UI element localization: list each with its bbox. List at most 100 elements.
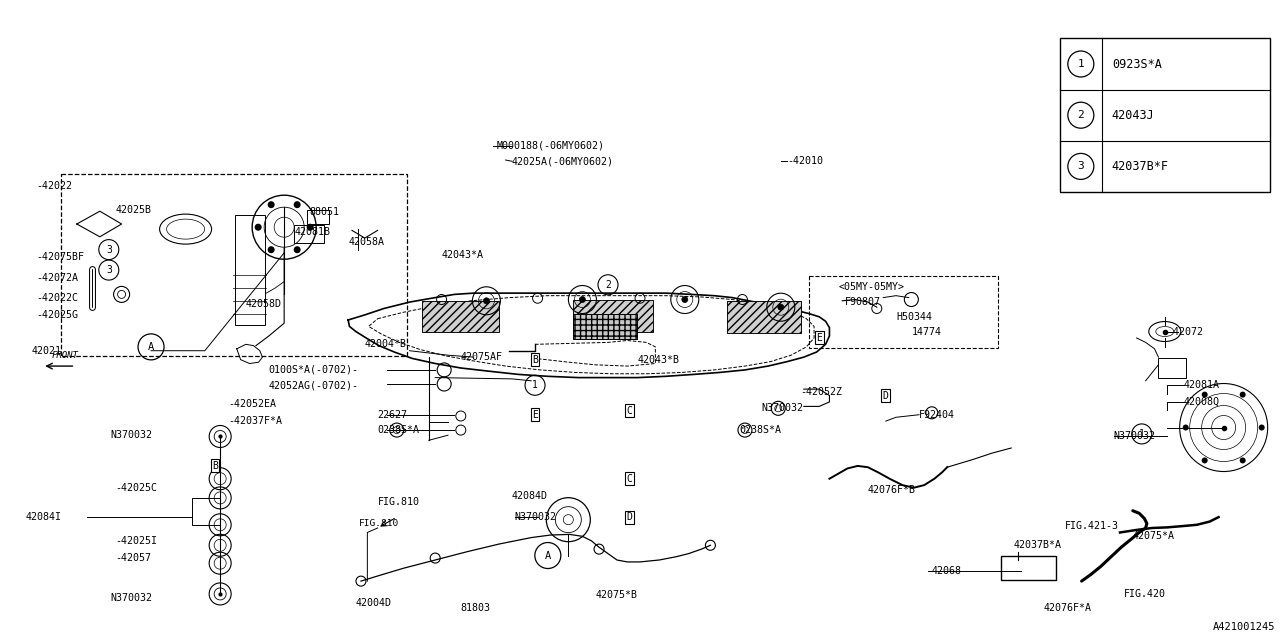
Text: 3: 3 [106,265,111,275]
Text: 3: 3 [1078,161,1084,172]
Bar [294,225,324,243]
Text: D: D [627,512,632,522]
Text: 42075*A: 42075*A [1133,531,1175,541]
Bar [573,300,653,332]
Text: 1: 1 [1139,429,1144,439]
Text: 42008Q: 42008Q [1184,397,1220,407]
Bar [809,276,998,348]
Text: A: A [148,342,154,352]
Text: 42075*B: 42075*B [595,590,637,600]
Text: 42037B*F: 42037B*F [1112,160,1169,173]
Text: A421001245: A421001245 [1212,622,1275,632]
Text: 42037B*A: 42037B*A [1014,540,1062,550]
Circle shape [293,201,301,208]
Text: E: E [817,333,822,343]
Text: 0100S*A(-0702)-: 0100S*A(-0702)- [269,365,358,375]
Circle shape [1239,458,1245,463]
Text: M000188(-06MY0602): M000188(-06MY0602) [497,141,604,151]
Text: 22627: 22627 [378,410,407,420]
Text: FIG.420: FIG.420 [1124,589,1166,599]
Text: <05MY-05MY>: <05MY-05MY> [838,282,905,292]
Bar [573,314,637,339]
Text: C: C [627,474,632,484]
Bar [727,301,801,333]
Text: N370032: N370032 [110,430,152,440]
Text: 42081B: 42081B [294,227,330,237]
Text: 14774: 14774 [911,326,941,337]
Text: 42004D: 42004D [356,598,392,608]
Text: -42010: -42010 [787,156,823,166]
Text: FIG.421-3: FIG.421-3 [1065,521,1119,531]
Bar [1158,358,1187,378]
Circle shape [1258,424,1265,431]
Text: C: C [627,406,632,416]
Bar [422,301,499,332]
Circle shape [682,296,687,303]
Bar [727,301,801,333]
Bar [1060,38,1270,192]
Text: 2: 2 [1078,110,1084,120]
Text: 42075AF: 42075AF [461,352,503,362]
Text: 1: 1 [1078,59,1084,69]
Text: FIG.810: FIG.810 [358,519,398,528]
Text: 88051: 88051 [310,207,339,218]
Text: -42022: -42022 [36,180,72,191]
Text: -42025G: -42025G [36,310,78,320]
Circle shape [580,296,585,303]
Text: 42025A(-06MY0602): 42025A(-06MY0602) [512,156,614,166]
Text: -42057: -42057 [115,553,151,563]
Text: 42052AG(-0702)-: 42052AG(-0702)- [269,380,358,390]
Text: FRONT: FRONT [51,351,78,360]
Bar [1001,556,1056,580]
Circle shape [268,246,275,253]
Circle shape [778,304,783,310]
Text: 0238S*A: 0238S*A [378,425,420,435]
Text: B: B [532,355,538,365]
Text: F90807: F90807 [845,297,881,307]
Text: 42043J: 42043J [1112,109,1155,122]
Circle shape [293,246,301,253]
Text: N370032: N370032 [1114,431,1156,442]
Text: FIG.810: FIG.810 [378,497,420,508]
Text: -42052Z: -42052Z [800,387,842,397]
Text: -42052EA: -42052EA [228,399,276,410]
Text: 1: 1 [532,380,538,390]
Bar [307,210,329,224]
Text: 3: 3 [106,244,111,255]
Text: N370032: N370032 [110,593,152,604]
Text: 42084D: 42084D [512,491,548,501]
Text: B: B [212,461,218,471]
Circle shape [1202,458,1207,463]
Text: 0238S*A: 0238S*A [740,425,782,435]
Bar [61,174,407,356]
Text: 42043*A: 42043*A [442,250,484,260]
Text: N370032: N370032 [515,512,557,522]
Text: N370032: N370032 [762,403,804,413]
Text: -42072: -42072 [1167,326,1203,337]
Text: -42037F*A: -42037F*A [228,416,282,426]
Text: E: E [532,410,538,420]
Text: 42081A: 42081A [1184,380,1220,390]
Text: 81803: 81803 [461,603,490,613]
Text: 42068: 42068 [932,566,961,576]
Text: 42076F*A: 42076F*A [1043,603,1091,613]
Circle shape [255,224,261,230]
Bar [234,215,265,325]
Text: -42022C: -42022C [36,292,78,303]
Text: -42075BF: -42075BF [36,252,84,262]
Bar [573,300,653,332]
Text: D: D [883,390,888,401]
Text: 0923S*A: 0923S*A [1112,58,1162,70]
Text: -42072A: -42072A [36,273,78,284]
Text: A: A [545,550,550,561]
Text: -42025I: -42025I [115,536,157,546]
Text: F92404: F92404 [919,410,955,420]
Circle shape [268,201,275,208]
Text: H50344: H50344 [896,312,932,322]
Circle shape [1183,424,1189,431]
Text: 42076F*B: 42076F*B [868,484,916,495]
Bar [573,314,637,339]
Circle shape [307,224,314,230]
Text: -42025C: -42025C [115,483,157,493]
Text: 42004*B: 42004*B [365,339,407,349]
